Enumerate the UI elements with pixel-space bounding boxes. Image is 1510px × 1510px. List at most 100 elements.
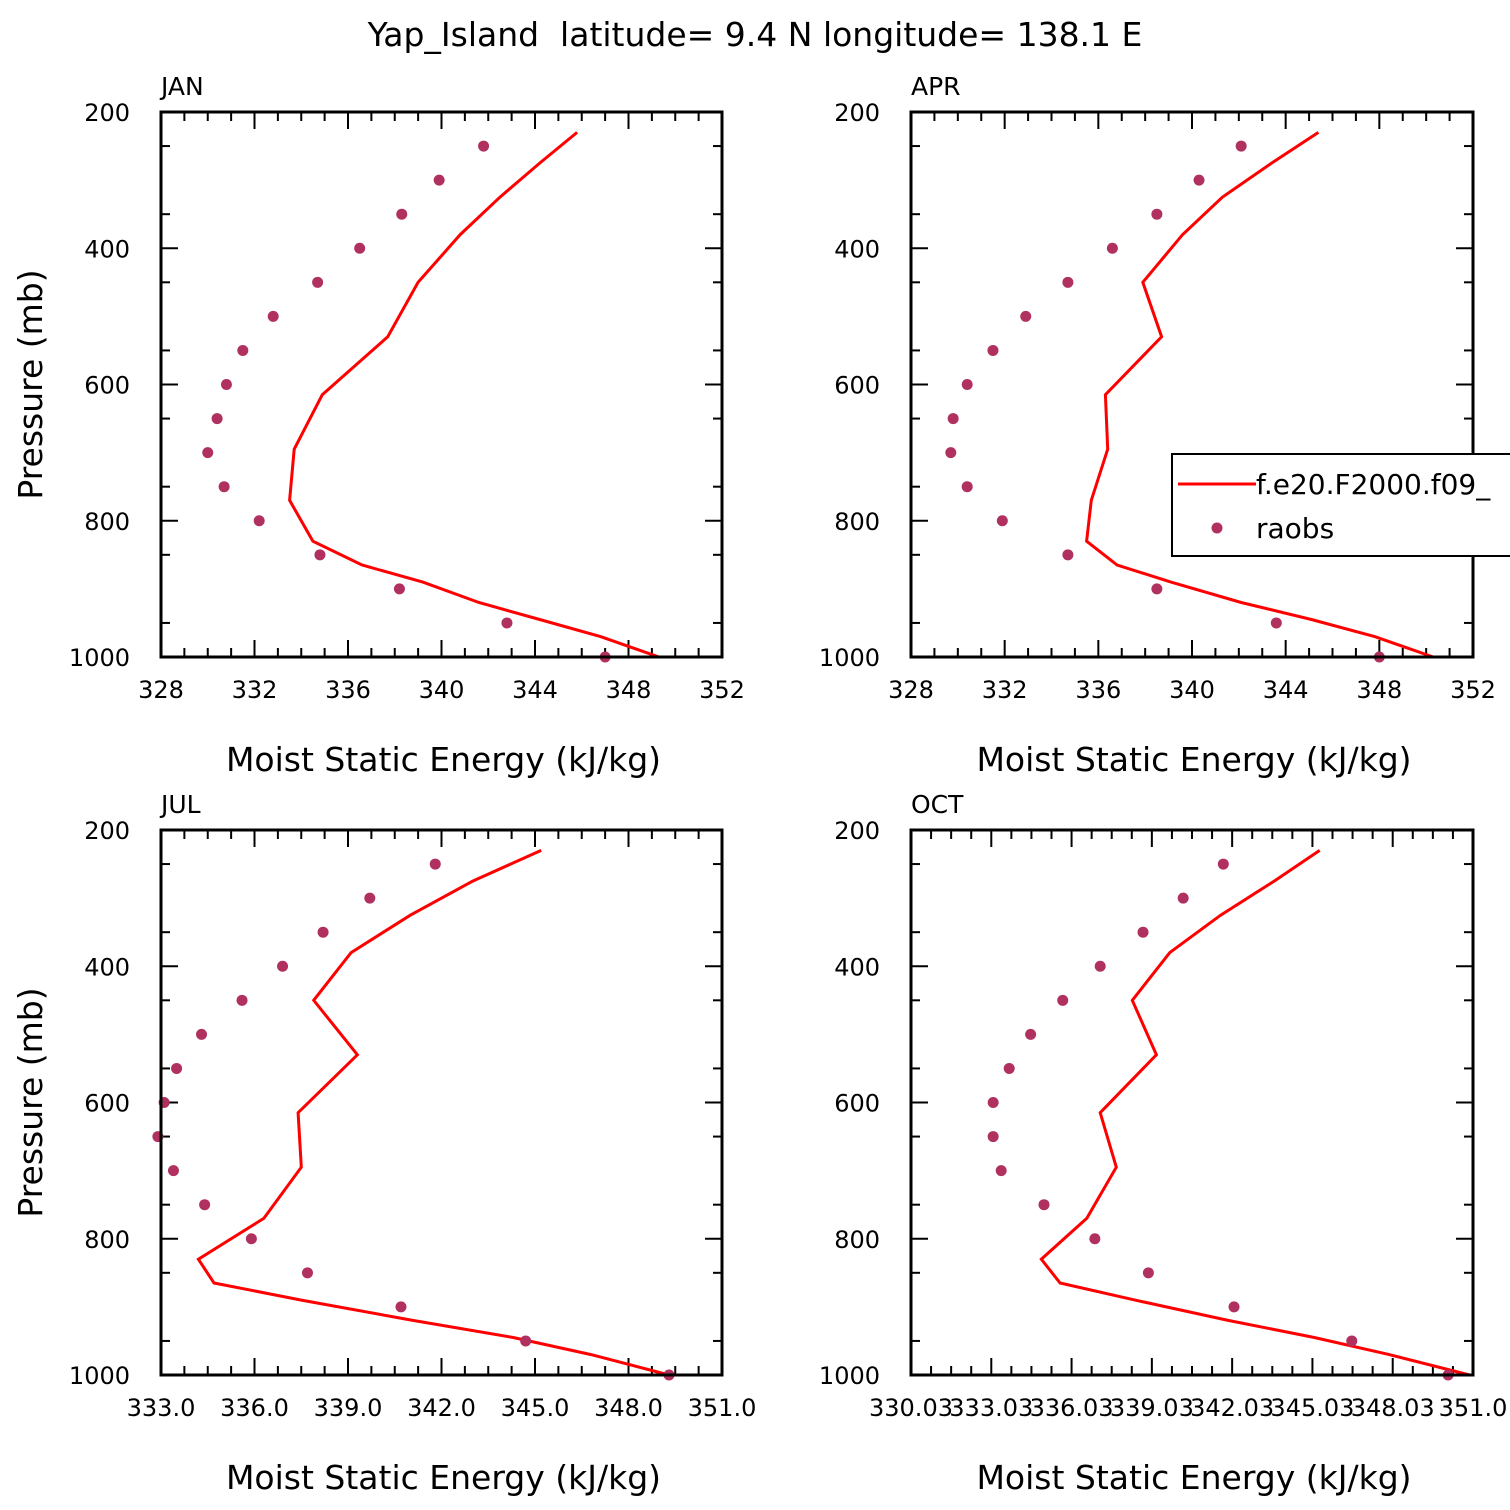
raobs-point	[220, 379, 232, 390]
x-tick-label: 351.0	[688, 1394, 757, 1422]
raobs-point	[236, 994, 248, 1006]
raobs-point	[478, 140, 490, 152]
y-tick-label: 200	[834, 99, 880, 127]
y-tick-label: 400	[84, 953, 130, 981]
raobs-point	[218, 481, 230, 493]
y-tick-label: 400	[834, 953, 880, 981]
raobs-point	[429, 858, 441, 870]
raobs-point	[1025, 1028, 1037, 1040]
y-tick-label: 1000	[819, 644, 880, 672]
x-tick-label: 328	[138, 676, 184, 704]
x-axis-label: Moist Static Energy (kJ/kg)	[226, 1458, 661, 1497]
legend: f.e20.F2000.f09_raobs	[1171, 453, 1510, 557]
x-tick-label: 348	[606, 676, 652, 704]
y-tick-label: 200	[84, 817, 130, 845]
panel-label: OCT	[911, 790, 964, 819]
x-axis-label: Moist Static Energy (kJ/kg)	[226, 740, 661, 779]
x-tick-label: 342.03	[1190, 1394, 1274, 1422]
model-series-line	[288, 131, 660, 659]
raobs-point	[987, 1131, 999, 1143]
y-tick-label: 600	[84, 1090, 130, 1118]
legend-raobs-swatch	[1211, 522, 1223, 534]
x-tick-label: 333.0	[127, 1394, 196, 1422]
raobs-point	[433, 174, 445, 186]
raobs-point	[1193, 174, 1205, 186]
legend-raobs-label: raobs	[1256, 512, 1334, 545]
y-tick-label: 800	[84, 1226, 130, 1254]
plot-frame	[159, 828, 724, 1377]
raobs-point	[317, 926, 329, 938]
y-tick-label: 800	[834, 508, 880, 536]
raobs-point	[945, 447, 957, 459]
raobs-point	[1228, 1301, 1240, 1313]
y-tick-label: 200	[84, 99, 130, 127]
raobs-point	[1142, 1267, 1154, 1279]
figure-title: Yap_Island latitude= 9.4 N longitude= 13…	[367, 15, 1143, 54]
x-tick-label: 340	[1169, 676, 1215, 704]
raobs-point	[1217, 858, 1229, 870]
y-tick-label: 1000	[819, 1362, 880, 1390]
x-tick-label: 336.03	[1030, 1394, 1114, 1422]
raobs-point	[354, 242, 366, 254]
y-tick-label: 200	[834, 817, 880, 845]
panel-jul: 333.0 336.0 339.0 342.0 345.0 348.0 351.0 200 40…	[11, 790, 756, 1497]
x-tick-label: 352	[699, 676, 745, 704]
raobs-point	[314, 549, 326, 561]
raobs-point	[961, 481, 973, 493]
raobs-point	[301, 1267, 313, 1279]
raobs-point	[1094, 960, 1106, 972]
plot-frame	[909, 110, 1475, 659]
raobs-point	[171, 1062, 183, 1074]
raobs-point	[1106, 242, 1118, 254]
raobs-point	[501, 617, 513, 629]
y-tick-label: 1000	[69, 644, 130, 672]
raobs-point	[1177, 892, 1189, 904]
x-axis-label: Moist Static Energy (kJ/kg)	[976, 1458, 1411, 1497]
model-series-line	[196, 849, 670, 1377]
x-tick-label: 336	[1075, 676, 1121, 704]
raobs-point	[961, 379, 973, 390]
raobs-point	[987, 344, 999, 356]
legend-box	[1171, 453, 1510, 557]
x-tick-label: 345.0	[501, 1394, 570, 1422]
panel-label: APR	[911, 72, 961, 101]
panel-apr: 328 332 336 340 344 348 352 200 400 600 800 1000 APR…	[819, 72, 1496, 779]
y-tick-label: 800	[84, 508, 130, 536]
raobs-point	[364, 892, 376, 904]
raobs-point	[393, 583, 405, 595]
x-tick-label: 344	[1263, 676, 1309, 704]
x-tick-label: 339.0	[314, 1394, 383, 1422]
raobs-point	[1089, 1233, 1101, 1245]
raobs-point	[1151, 208, 1163, 220]
raobs-point	[1062, 549, 1074, 561]
raobs-point	[1137, 926, 1149, 938]
raobs-point	[167, 1165, 179, 1177]
panel-jan: 328 332 336 340 344 348 352 200 400 600 800 1000 JAN…	[11, 72, 745, 779]
x-tick-label: 330.03	[869, 1394, 953, 1422]
x-tick-label: 345.03	[1270, 1394, 1354, 1422]
raobs-point	[202, 447, 214, 459]
plot-frame	[909, 828, 1475, 1377]
x-tick-label: 344	[512, 676, 558, 704]
legend-model-label: f.e20.F2000.f09_	[1256, 468, 1491, 501]
x-tick-label: 348	[1356, 676, 1402, 704]
raobs-point	[277, 960, 289, 972]
raobs-point	[396, 208, 408, 220]
y-tick-label: 600	[84, 372, 130, 400]
x-axis-label: Moist Static Energy (kJ/kg)	[976, 740, 1411, 779]
raobs-point	[987, 1097, 999, 1108]
x-tick-label: 351.0	[1439, 1394, 1508, 1422]
x-tick-label: 333.03	[949, 1394, 1033, 1422]
raobs-point	[211, 413, 223, 425]
x-tick-label: 348.0	[594, 1394, 663, 1422]
x-tick-label: 348.03	[1351, 1394, 1435, 1422]
raobs-point	[1235, 140, 1247, 152]
y-tick-label: 400	[84, 235, 130, 263]
y-tick-label: 400	[834, 235, 880, 263]
x-tick-label: 342.0	[407, 1394, 476, 1422]
raobs-point	[196, 1028, 208, 1040]
x-tick-label: 328	[888, 676, 934, 704]
y-tick-label: 600	[834, 1090, 880, 1118]
raobs-point	[1346, 1335, 1358, 1347]
x-tick-label: 339.03	[1110, 1394, 1194, 1422]
